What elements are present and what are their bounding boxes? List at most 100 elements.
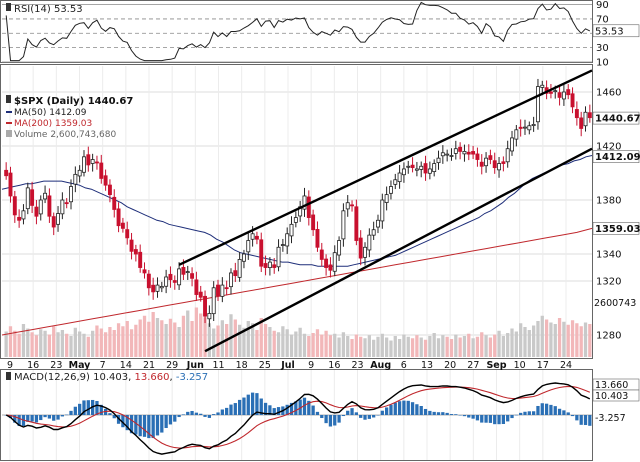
volume-bar: [155, 318, 160, 357]
price-tick-label: 1340: [596, 250, 621, 261]
volume-bar: [506, 333, 510, 357]
rsi-value-box: [592, 24, 640, 38]
macd-title: MACD(12,26,9) 10.403, 13.660, -3.257: [14, 372, 208, 383]
x-tick-label: 25: [259, 360, 271, 371]
volume-bar: [60, 330, 65, 357]
volume-bar: [410, 338, 415, 357]
macd-histogram-bar: [225, 407, 229, 415]
volume-bar: [242, 327, 246, 357]
candle-body: [315, 228, 320, 248]
candle-body: [82, 156, 86, 173]
legend-volume: Volume 2,600,743,680: [14, 130, 116, 140]
macd-histogram-bar: [186, 411, 190, 415]
volume-bar: [78, 331, 82, 357]
volume-bar: [17, 333, 21, 357]
volume-bar: [497, 330, 501, 357]
signal-value-text: 13.660: [135, 372, 170, 383]
macd-histogram-bar: [410, 402, 415, 415]
candle-body: [51, 216, 56, 228]
volume-bar: [138, 319, 142, 357]
macd-histogram-bar: [458, 415, 462, 416]
candle-body: [561, 91, 566, 100]
candle-body: [47, 195, 52, 217]
x-tick-label: 29: [166, 360, 178, 371]
candle-body: [224, 287, 229, 290]
macd-histogram-bar: [268, 405, 272, 415]
x-tick-label: 17: [537, 360, 549, 371]
macd-histogram-bar: [415, 404, 419, 415]
volume-bar: [519, 323, 523, 357]
candle-body: [553, 90, 558, 93]
volume-bar: [570, 320, 575, 357]
candle-body: [471, 151, 476, 155]
volume-bar: [233, 319, 237, 357]
rsi-tick-label: 10: [596, 58, 609, 69]
legend-ma200: MA(200) 1359.03: [14, 119, 92, 129]
volume-bar: [514, 331, 518, 357]
macd-histogram-bar: [540, 403, 544, 415]
ma200-value-label-box: [592, 222, 640, 235]
volume-bar: [583, 322, 588, 357]
candle-body: [8, 172, 13, 197]
candle-body: [475, 153, 480, 160]
volume-bar: [302, 333, 307, 357]
macd-histogram-bar: [8, 415, 13, 419]
macd-histogram-bar: [506, 415, 510, 422]
candle-body: [120, 222, 125, 229]
volume-bar: [354, 334, 359, 357]
volume-bar: [454, 334, 458, 357]
candle-body: [518, 126, 523, 129]
macd-histogram-bar: [523, 411, 527, 415]
macd-histogram-bar: [99, 404, 103, 415]
candle-body: [535, 86, 540, 123]
candle-body: [479, 161, 484, 167]
candle-body: [289, 223, 294, 237]
macd-histogram-bar: [428, 410, 432, 415]
volume-swatch: [6, 130, 12, 137]
volume-bar: [263, 324, 268, 357]
candle-body: [254, 235, 259, 240]
x-tick-label: May: [69, 360, 92, 371]
volume-bar: [315, 329, 320, 357]
macd-histogram-bar: [207, 415, 212, 418]
x-tick-label: Jun: [186, 360, 204, 371]
price-tick-label: 1280: [596, 331, 621, 342]
macd-histogram-bar: [359, 415, 363, 418]
macd-histogram-bar: [298, 399, 302, 415]
macd-histogram-bar: [493, 415, 497, 425]
x-tick-label: 9: [308, 360, 314, 371]
volume-bar: [65, 333, 69, 357]
volume-bar: [164, 324, 168, 357]
volume-bar: [212, 328, 216, 357]
ma50-value-label-box: [592, 150, 640, 163]
candle-body: [401, 168, 406, 176]
candle-body: [497, 163, 502, 171]
candle-body: [397, 172, 402, 183]
macd-histogram-bar: [138, 415, 142, 437]
candle-body: [259, 239, 264, 267]
volume-bar: [393, 336, 397, 357]
macd-title-prefix: MACD(12,26,9): [14, 372, 90, 383]
macd-histogram-bar: [52, 415, 56, 421]
candle-body: [453, 148, 458, 154]
macd-histogram-bar: [328, 415, 333, 427]
candle-body: [103, 175, 108, 186]
candle-body: [354, 206, 359, 241]
candle-body: [30, 189, 35, 206]
macd-histogram-bar: [181, 414, 186, 415]
macd-histogram-bar: [276, 407, 281, 415]
candle-body: [233, 270, 238, 277]
volume-bar: [190, 321, 194, 357]
x-tick-label: 16: [328, 360, 340, 371]
volume-bar: [523, 327, 527, 357]
macd-histogram-bar: [475, 415, 480, 421]
moving-averages: [1, 155, 593, 336]
volume-bar: [129, 329, 134, 357]
volume-bar: [259, 318, 263, 357]
macd-histogram-bar: [519, 412, 523, 415]
macd-histogram-bar: [26, 415, 30, 422]
x-tick-label: Aug: [370, 360, 391, 371]
candle-body: [151, 284, 156, 293]
volume-bar: [553, 324, 557, 357]
candle-body: [514, 129, 519, 140]
